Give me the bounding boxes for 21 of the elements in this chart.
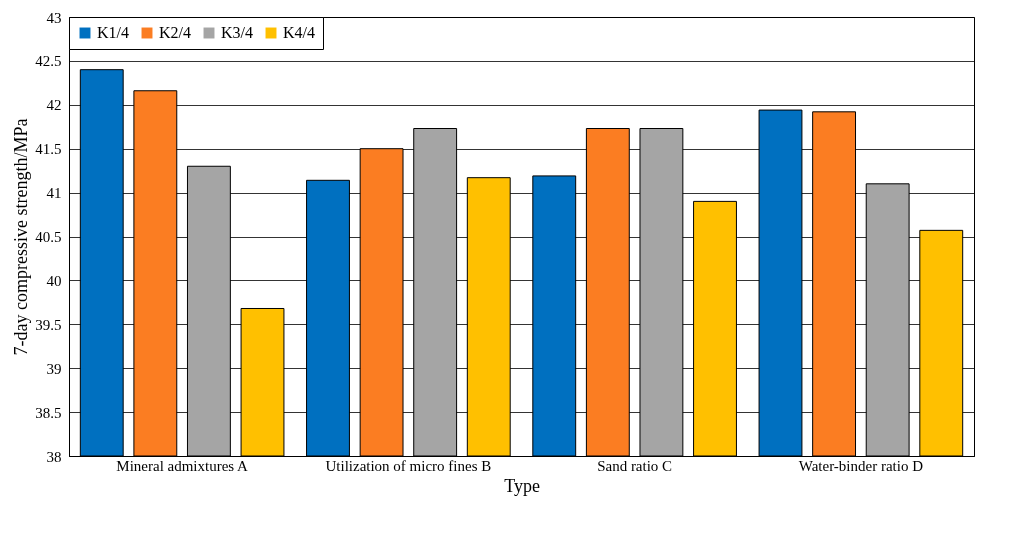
x-tick-label: Mineral admixtures A — [116, 457, 249, 474]
y-tick-label: 41.5 — [35, 141, 62, 158]
y-tick-label: 40 — [46, 272, 62, 289]
y-tick-label: 38.5 — [35, 404, 62, 421]
x-tick-label: Water-binder ratio D — [798, 457, 924, 474]
y-tick-label: 43 — [46, 9, 62, 26]
legend-label: K3/4 — [221, 24, 253, 41]
x-axis-title: Type — [504, 475, 540, 496]
legend-label: K1/4 — [97, 24, 129, 41]
y-tick-label: 41 — [46, 185, 62, 202]
y-tick-label: 42 — [46, 97, 62, 114]
y-tick-label: 38 — [46, 448, 62, 465]
y-tick-label: 39.5 — [35, 316, 62, 333]
y-tick-label: 40.5 — [35, 229, 62, 245]
x-tick-label: Sand ratio C — [597, 457, 673, 474]
y-axis-title: 7-day compressive strength/MPa — [11, 118, 32, 356]
y-tick-label: 39 — [46, 360, 62, 377]
legend-label: K4/4 — [283, 24, 315, 41]
y-tick-label: 42.5 — [35, 53, 62, 70]
legend-label: K2/4 — [159, 24, 191, 41]
x-tick-label: Utilization of micro fines B — [325, 457, 492, 474]
